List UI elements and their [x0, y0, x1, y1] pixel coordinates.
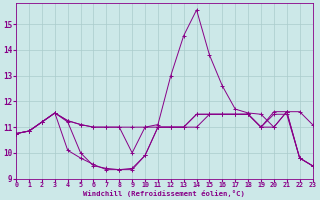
X-axis label: Windchill (Refroidissement éolien,°C): Windchill (Refroidissement éolien,°C)	[84, 190, 245, 197]
